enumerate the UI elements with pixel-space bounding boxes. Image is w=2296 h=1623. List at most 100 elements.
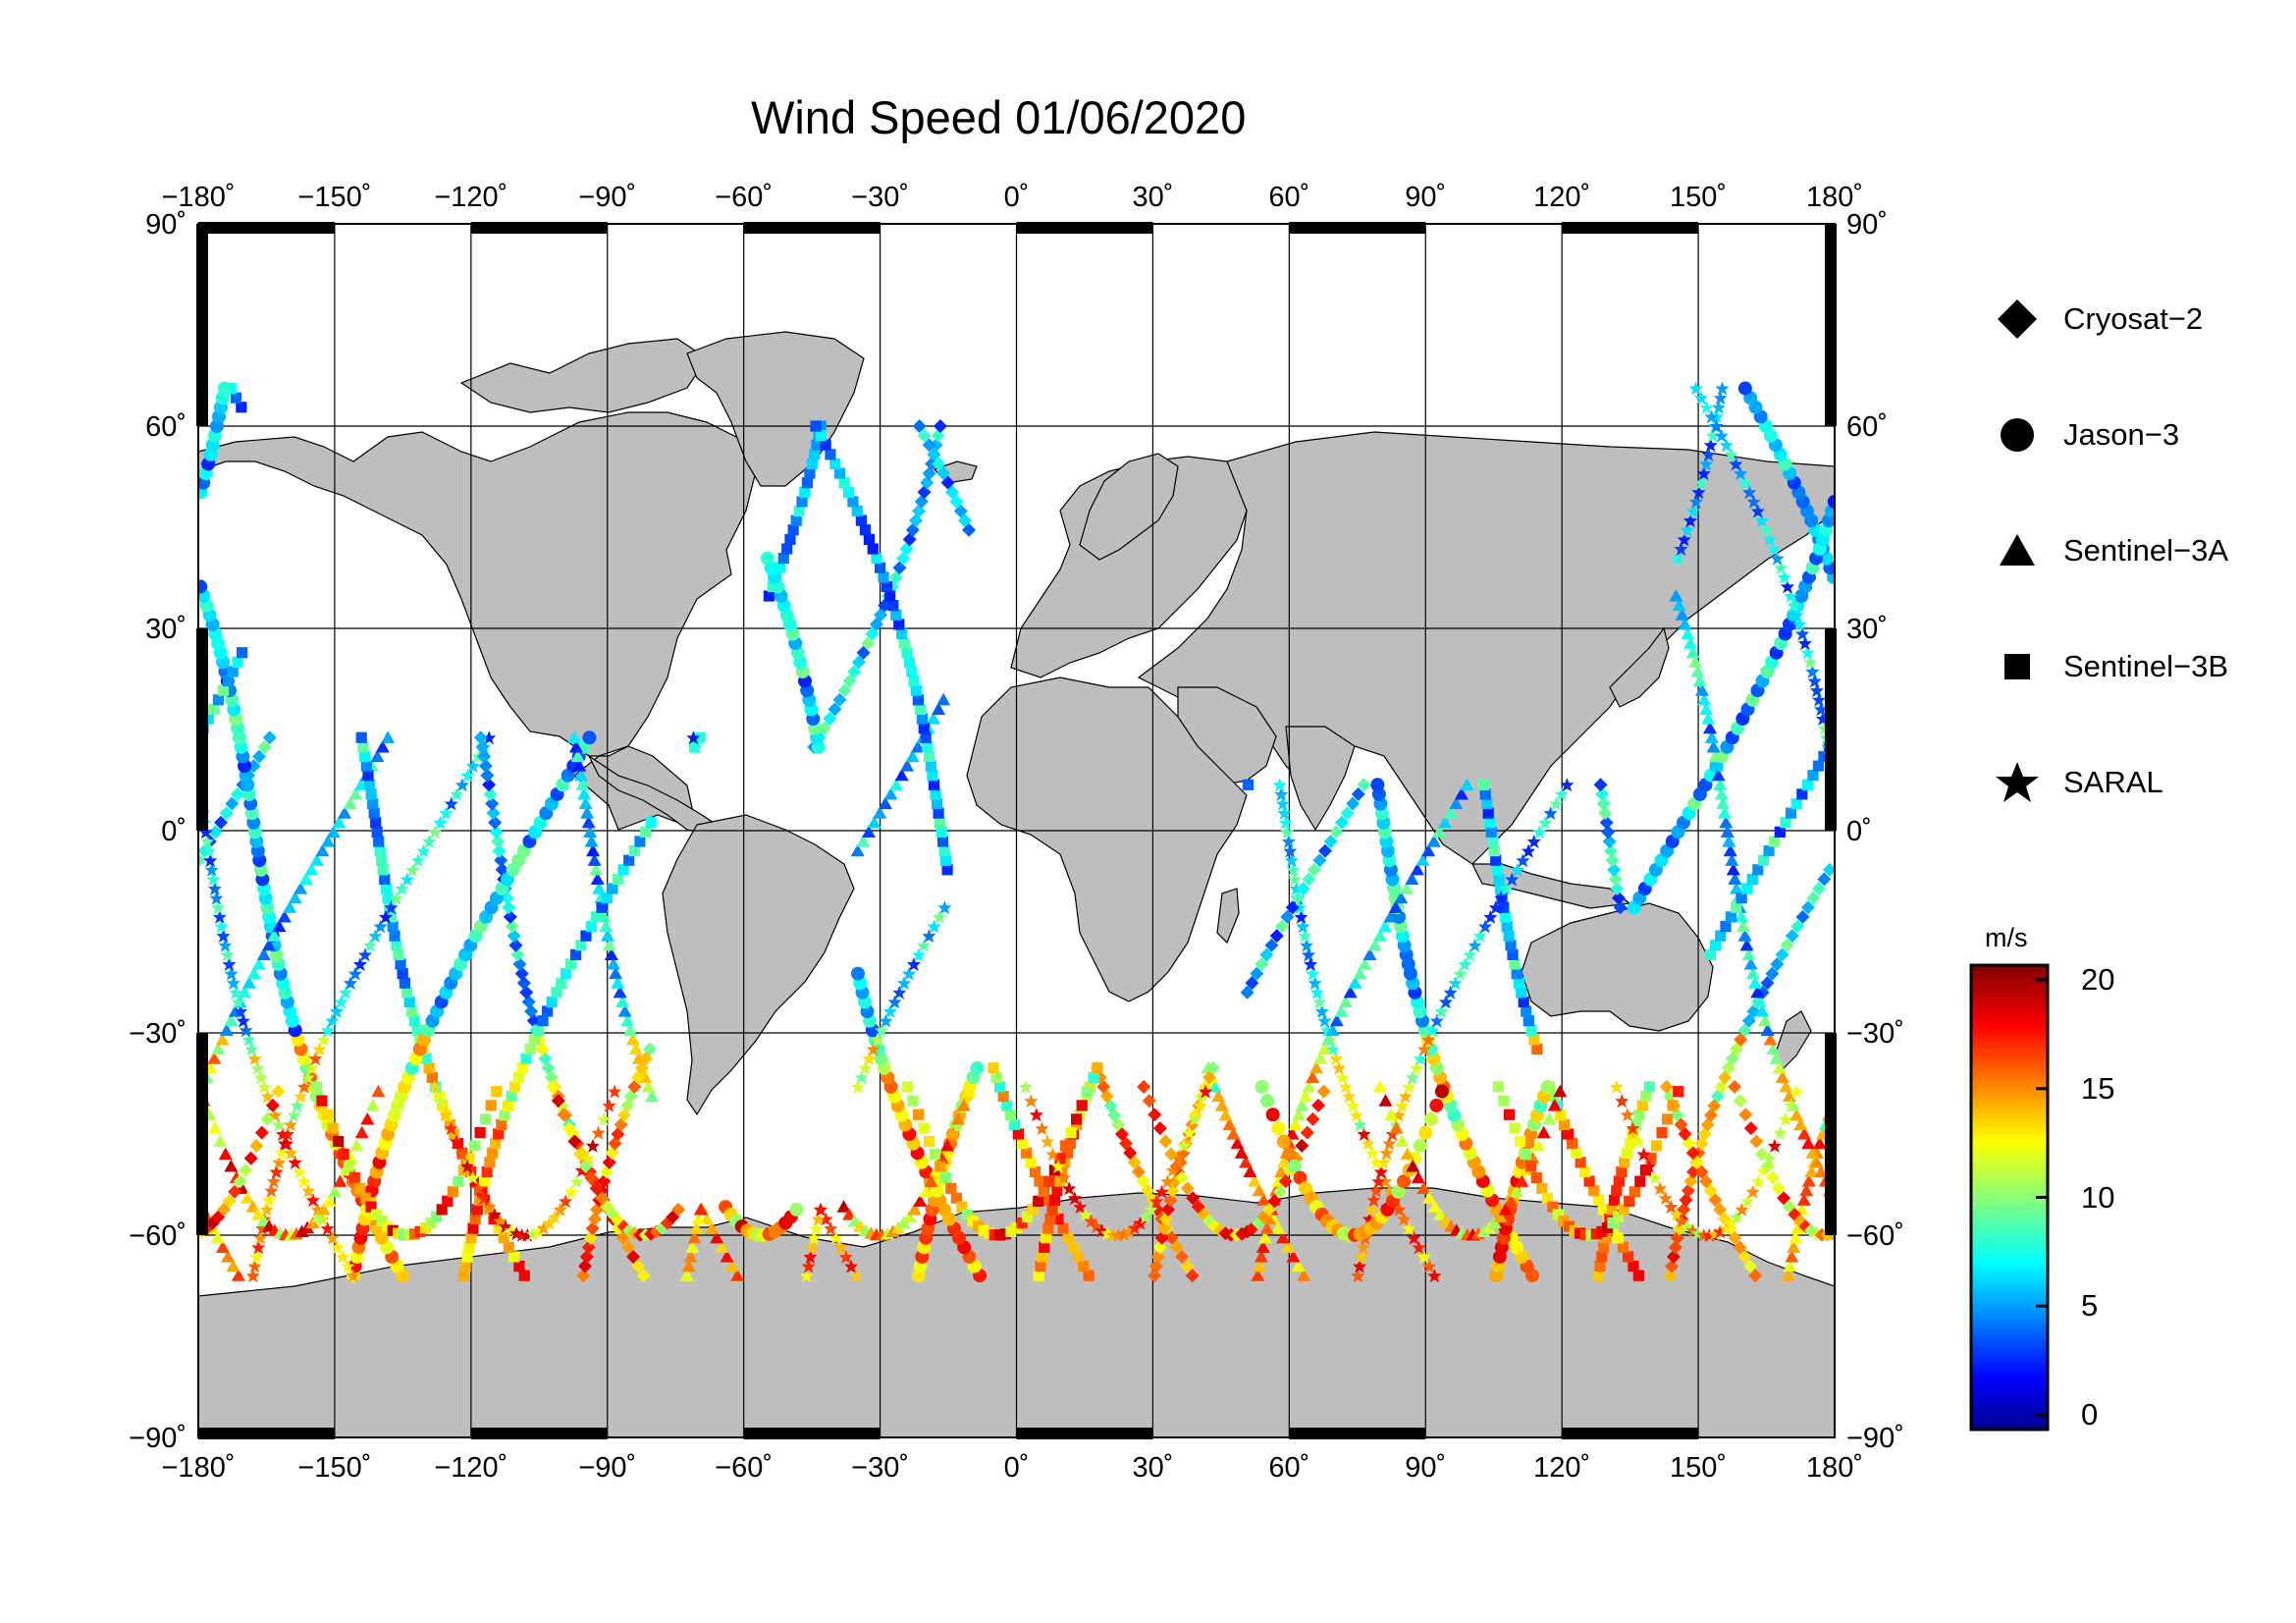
sentinel-3b-mark — [811, 439, 823, 451]
saral-mark — [1630, 1134, 1645, 1149]
frame-segment — [196, 224, 208, 426]
cryosat-2-mark — [561, 1121, 576, 1136]
saral-mark — [1784, 1098, 1798, 1112]
sentinel-3b-mark — [1634, 1175, 1646, 1187]
saral-mark — [1699, 400, 1714, 414]
saral-mark — [400, 872, 414, 887]
sentinel-3a-mark — [1708, 749, 1723, 763]
sentinel-3a-mark — [905, 749, 920, 763]
sentinel-3b-mark — [1608, 1194, 1621, 1206]
sentinel-3b-mark — [1629, 1186, 1640, 1198]
sentinel-3b-mark — [1035, 1260, 1046, 1272]
saral-mark — [1664, 1200, 1679, 1215]
sentinel-3b-mark — [1498, 1095, 1510, 1107]
sentinel-3b-mark — [1558, 1118, 1571, 1130]
sentinel-3a-mark — [1281, 1240, 1296, 1253]
cryosat-2-mark — [486, 806, 501, 821]
saral-mark — [799, 1269, 814, 1283]
sentinel-3a-mark — [1688, 655, 1703, 668]
cryosat-2-mark — [1152, 1121, 1167, 1136]
sentinel-3a-mark — [321, 834, 336, 847]
cryosat-2-mark — [516, 976, 531, 991]
cryosat-2-mark — [1180, 1181, 1195, 1196]
jason-3-mark — [1418, 1125, 1433, 1140]
sentinel-3a-mark — [924, 1174, 938, 1187]
sentinel-3b-mark — [1083, 1270, 1095, 1281]
cryosat-2-mark — [1186, 1191, 1201, 1206]
saral-mark — [305, 1193, 320, 1208]
sentinel-3b-mark — [496, 1118, 507, 1130]
colorbar-tick-label: 0 — [2081, 1397, 2099, 1432]
sentinel-3a-mark — [1717, 806, 1732, 819]
jason-3-mark — [1260, 1094, 1275, 1109]
sentinel-3b-mark — [1042, 1194, 1054, 1206]
sentinel-3b-mark — [1598, 1241, 1610, 1253]
sentinel-3a-mark — [1271, 1221, 1286, 1234]
cryosat-2-mark — [929, 438, 943, 453]
sentinel-3b-mark — [447, 1186, 458, 1198]
sentinel-3b-mark — [391, 940, 402, 951]
sentinel-3b-mark — [1818, 750, 1830, 763]
saral-mark — [226, 976, 240, 991]
sentinel-3a-mark — [283, 900, 297, 913]
saral-mark — [1777, 569, 1791, 584]
saral-mark — [1346, 1099, 1361, 1113]
sentinel-3a-mark — [867, 815, 881, 829]
sentinel-3a-mark — [219, 1023, 234, 1036]
sentinel-3a-mark — [231, 1269, 245, 1281]
sentinel-3a-mark — [1750, 985, 1765, 999]
cryosat-2-mark — [1608, 872, 1623, 887]
sentinel-3a-mark — [1339, 995, 1354, 1008]
saral-mark — [854, 1070, 869, 1085]
sentinel-3a-mark — [1775, 1070, 1789, 1083]
sentinel-3a-mark — [294, 882, 308, 894]
cryosat-2-mark — [577, 1259, 592, 1273]
saral-mark — [1797, 636, 1812, 651]
sentinel-3a-mark — [1735, 919, 1750, 933]
saral-mark — [438, 1108, 453, 1122]
saral-mark — [1407, 1230, 1421, 1245]
sentinel-3b-mark — [370, 1209, 383, 1220]
saral-mark — [1707, 1226, 1722, 1241]
cryosat-2-mark — [1131, 1164, 1146, 1179]
saral-mark — [320, 1221, 335, 1236]
sentinel-3a-mark — [1394, 891, 1409, 904]
saral-mark — [1287, 872, 1302, 887]
saral-mark — [1636, 1147, 1651, 1162]
saral-mark — [261, 1193, 276, 1208]
cryosat-2-mark — [1780, 938, 1794, 952]
saral-mark — [1317, 1013, 1332, 1028]
sentinel-3a-mark — [218, 1147, 233, 1161]
sentinel-3b-mark — [1004, 1109, 1017, 1121]
saral-mark — [542, 1216, 557, 1230]
sentinel-3a-mark — [1694, 683, 1709, 696]
jason-3-mark — [1293, 1170, 1308, 1185]
cryosat-2-mark — [1748, 1269, 1763, 1283]
saral-mark — [1425, 1023, 1440, 1038]
sentinel-3b-mark — [1522, 1015, 1534, 1027]
saral-mark — [280, 1136, 294, 1151]
sentinel-3a-mark — [1295, 1099, 1309, 1111]
saral-mark — [1304, 956, 1318, 971]
sentinel-3a-mark — [687, 1230, 702, 1244]
cryosat-2-mark — [597, 1174, 612, 1189]
cryosat-2-mark — [1280, 909, 1295, 924]
sentinel-3a-mark — [1211, 1089, 1226, 1103]
saral-mark — [241, 1032, 256, 1047]
saral-mark — [591, 1125, 606, 1140]
cryosat-2-mark — [1596, 796, 1611, 811]
sentinel-3b-mark — [874, 562, 886, 573]
cryosat-2-mark — [1310, 1098, 1325, 1112]
saral-mark — [525, 1226, 540, 1241]
cryosat-2-mark — [922, 466, 936, 481]
sentinel-3b-mark — [893, 619, 905, 630]
sentinel-3a-mark — [589, 862, 604, 876]
saral-mark — [1685, 504, 1700, 518]
sentinel-3a-mark — [1797, 1127, 1812, 1140]
saral-mark — [688, 739, 703, 754]
cryosat-2-mark — [257, 739, 272, 754]
sentinel-3b-mark — [1491, 864, 1503, 876]
saral-mark — [1453, 966, 1468, 981]
sentinel-3b-mark — [1592, 1194, 1605, 1206]
saral-mark — [207, 882, 222, 896]
